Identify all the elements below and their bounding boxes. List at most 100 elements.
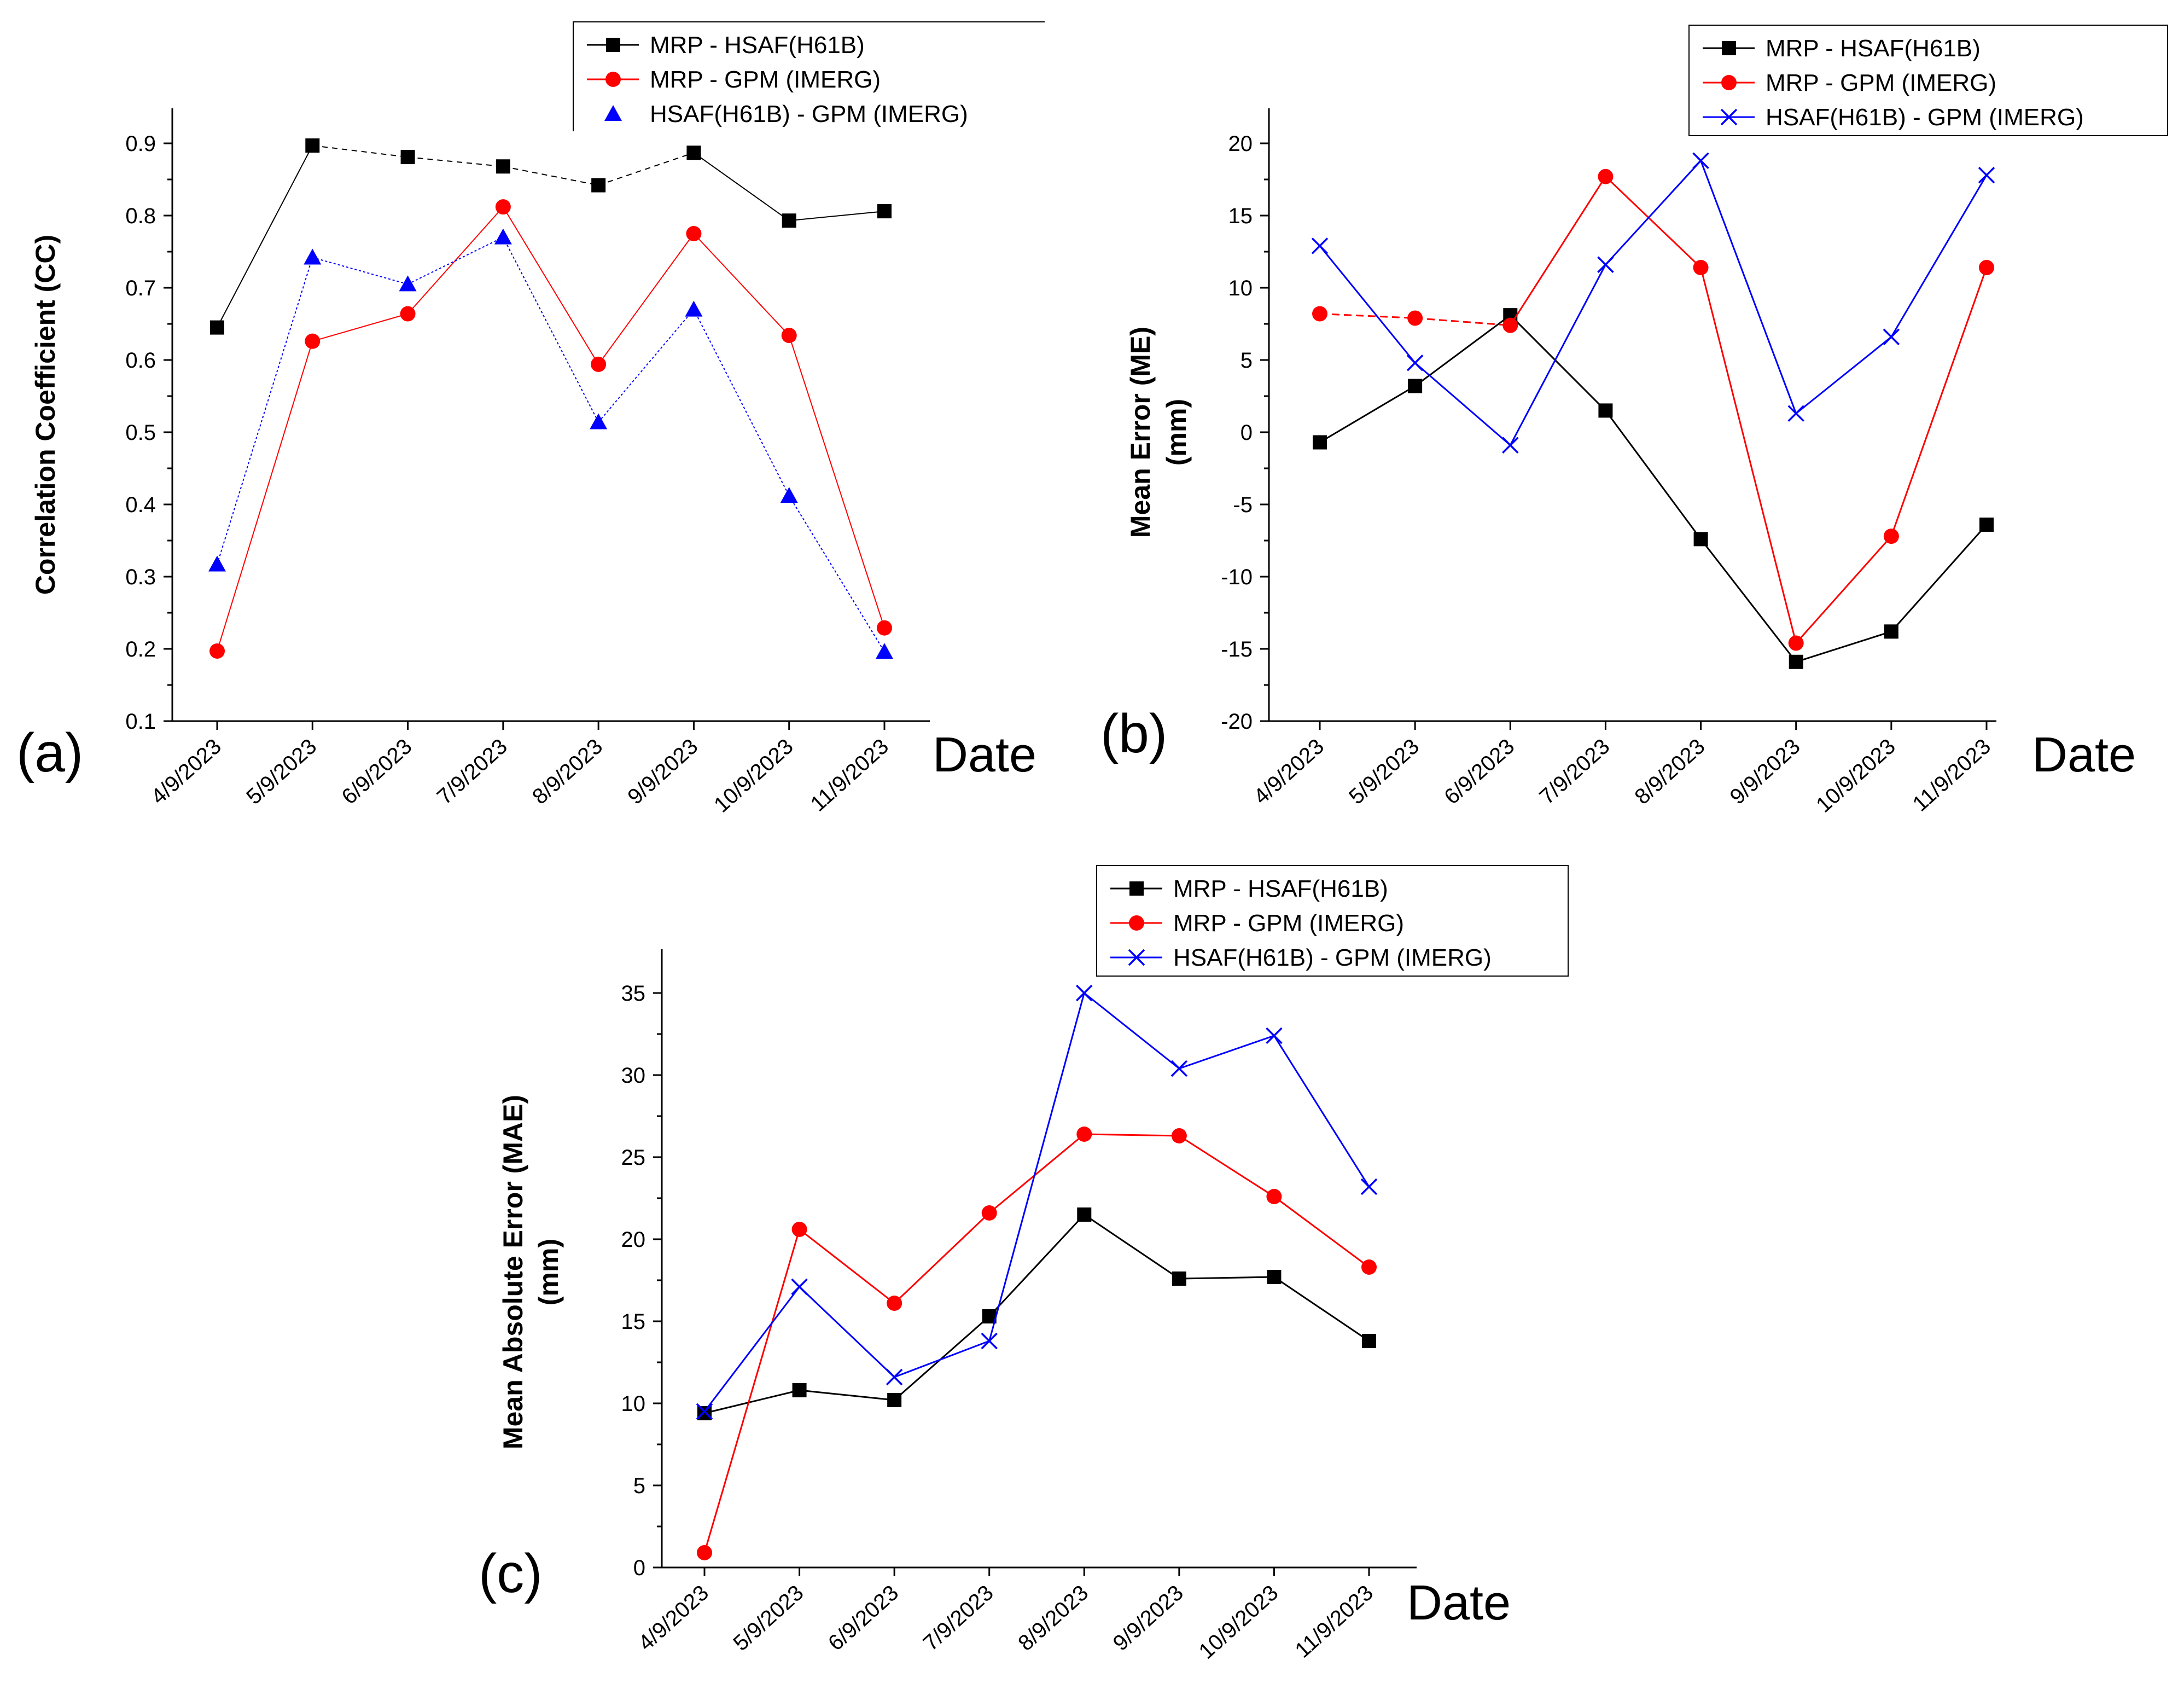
series-0	[697, 1207, 1376, 1420]
series-line-segment	[407, 236, 504, 285]
data-point	[1693, 532, 1708, 547]
series-line-segment	[217, 145, 313, 328]
y-tick-label: -10	[1221, 565, 1253, 589]
legend-frame	[1096, 865, 1569, 977]
y-tick-label: -20	[1221, 710, 1253, 734]
data-point	[1361, 1259, 1377, 1275]
data-point	[1077, 1207, 1092, 1222]
data-point	[1598, 403, 1613, 418]
y-tick-label: -5	[1233, 493, 1253, 517]
series-line-segment	[217, 341, 313, 652]
x-tick-label: 8/9/2023	[528, 734, 607, 809]
series-line-segment	[1179, 1135, 1275, 1198]
series-line-segment	[1700, 267, 1797, 643]
x-tick-label: 8/9/2023	[1630, 734, 1709, 809]
y-tick-label: 10	[1228, 276, 1253, 300]
data-point	[209, 643, 225, 659]
x-axis-title: Date	[1407, 1576, 1511, 1630]
y-tick-label: 0	[1240, 421, 1253, 445]
legend-marker	[1720, 108, 1738, 126]
data-point	[1883, 529, 1899, 544]
data-point	[791, 1222, 807, 1237]
legend-label: HSAF(H61B) - GPM (IMERG)	[1173, 944, 1492, 971]
x-tick-label: 11/9/2023	[1908, 734, 1995, 816]
legend-label: HSAF(H61B) - GPM (IMERG)	[650, 101, 968, 127]
series-line-segment	[988, 1214, 1085, 1317]
data-point	[697, 1406, 712, 1420]
x-tick-label: 8/9/2023	[1014, 1581, 1093, 1656]
data-point	[791, 1278, 808, 1296]
legend-label: MRP - HSAF(H61B)	[650, 32, 865, 59]
data-point	[686, 226, 702, 241]
y-tick-label: 5	[1240, 349, 1253, 373]
data-point	[1788, 635, 1804, 651]
legend-label: MRP - GPM (IMERG)	[1173, 910, 1404, 937]
data-point	[1267, 1270, 1282, 1284]
data-point	[399, 275, 417, 292]
y-tick-label: 0.9	[125, 132, 156, 156]
series-line-segment	[1414, 314, 1511, 387]
y-tick-label: 5	[633, 1474, 645, 1498]
x-tick-label: 6/9/2023	[824, 1581, 903, 1656]
data-point	[1979, 260, 1994, 276]
data-point	[1172, 1271, 1186, 1286]
data-point	[591, 356, 607, 372]
chart-panel-b: -20 -15 -10 -5 0 5 10 15 20 4/9/2023 5/9/2023 6/9/2…	[1100, 25, 2168, 817]
series-line-segment	[799, 1286, 895, 1378]
data-point	[1313, 435, 1327, 450]
x-tick-label: 7/9/2023	[433, 734, 512, 809]
series-line-segment	[788, 495, 885, 652]
series-line-segment	[799, 1389, 895, 1401]
x-tick-label: 9/9/2023	[1109, 1581, 1188, 1656]
legend: MRP - HSAF(H61B) MRP - GPM (IMERG) HSAF(H6…	[1688, 25, 2168, 136]
data-point	[305, 333, 321, 349]
data-point	[887, 1393, 902, 1407]
x-tick-label: 9/9/2023	[1726, 734, 1805, 809]
y-tick-label: 10	[621, 1392, 646, 1416]
y-tick-label: 0.3	[125, 565, 156, 589]
data-point	[686, 146, 701, 160]
x-tick-label: 7/9/2023	[1535, 734, 1614, 809]
y-tick-label: 35	[621, 982, 646, 1006]
y-axis-unit: (mm)	[1161, 399, 1192, 466]
data-point	[886, 1368, 903, 1386]
y-tick-label: 0.1	[125, 710, 156, 734]
data-point	[1978, 166, 1995, 184]
legend-marker	[605, 72, 621, 87]
data-point	[1598, 169, 1614, 184]
series-line-segment	[703, 1286, 800, 1412]
y-tick-label: 0.2	[125, 637, 156, 661]
series-line-segment	[1319, 245, 1416, 364]
data-point	[1171, 1128, 1187, 1143]
series-0	[1313, 308, 1994, 669]
legend: MRP - HSAF(H61B) MRP - GPM (IMERG) HSAF(H6…	[573, 21, 1045, 131]
legend-marker	[1722, 41, 1736, 55]
data-point	[1266, 1189, 1282, 1204]
series-line-segment	[1510, 176, 1606, 326]
series-line-segment	[1084, 1133, 1179, 1137]
series-line-segment	[799, 1228, 895, 1304]
series-line-segment	[598, 233, 695, 365]
data-point	[496, 159, 510, 174]
series-line-segment	[1273, 1195, 1370, 1268]
data-point	[1407, 310, 1423, 326]
data-point	[1502, 437, 1519, 454]
data-point	[887, 1296, 902, 1311]
series-0	[210, 138, 892, 335]
series-line-segment	[503, 206, 599, 365]
data-point	[304, 248, 322, 265]
series-line-segment	[1605, 176, 1702, 269]
x-tick-label: 9/9/2023	[623, 734, 702, 809]
data-point	[1502, 317, 1518, 333]
legend-label: MRP - GPM (IMERG)	[650, 66, 881, 93]
data-point	[1360, 1178, 1378, 1195]
series-line-segment	[312, 257, 408, 285]
series-line-segment	[1415, 317, 1511, 327]
legend-label: MRP - GPM (IMERG)	[1766, 69, 1996, 96]
series-line-segment	[1319, 385, 1416, 443]
data-point	[981, 1205, 997, 1221]
data-point	[210, 320, 224, 335]
series-line-segment	[1890, 175, 1988, 338]
x-tick-label: 5/9/2023	[242, 734, 321, 809]
